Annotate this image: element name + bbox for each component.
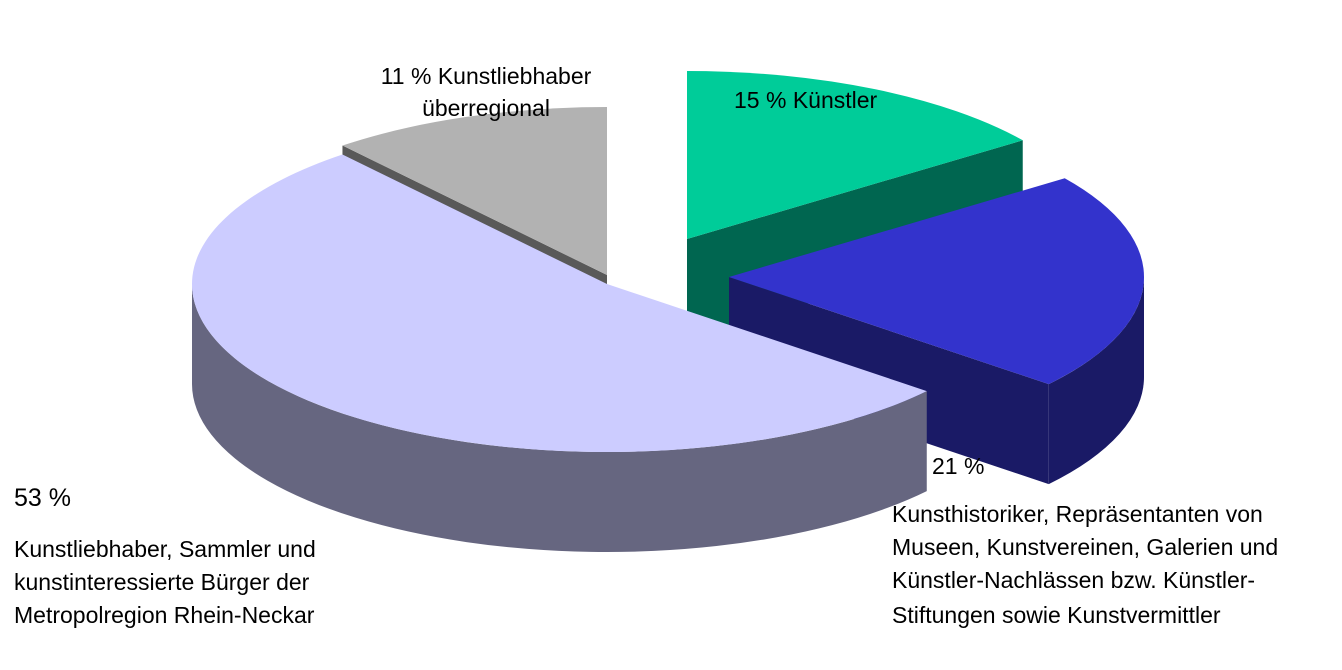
value-label: 53 % [14,484,71,512]
label-kuenstler: 15 % Künstler [734,84,877,116]
slice-top-face [687,71,1023,239]
value-label: 21 % [932,453,985,479]
slice-label-line: Kunstliebhaber [437,63,592,89]
label-kunsthistoriker: Kunsthistoriker, Repräsentanten von Muse… [892,498,1278,632]
label-kunstliebhaber-sammler: Kunstliebhaber, Sammler und kunstinteres… [14,533,316,632]
slice-label: Künstler [792,87,878,113]
slice-top-face [729,178,1144,385]
slice-label-line: Museen, Kunstvereinen, Galerien und [892,534,1279,560]
value-label: 15 % [734,87,787,113]
slice-label-line: Künstler-Nachlässen bzw. Künstler- [892,567,1256,593]
value-label: 11 % [380,63,432,89]
slice-label-line: Metropolregion Rhein-Neckar [14,602,315,628]
label-kunstliebhaber-ueberregional: 11 % Kunstliebhaber überregional [366,60,606,124]
slice-label-line: Stiftungen sowie Kunstvermittler [892,602,1221,628]
slice-outer-face [1048,277,1144,485]
pie-slice-kunstliebhaber-sammler [191,154,927,552]
slice-top-face [342,107,607,275]
label-53: 53 % [14,482,71,514]
label-21: 21 % [932,450,984,482]
slice-label-line: Kunsthistoriker, Repräsentanten von [892,501,1263,527]
slice-label-line: Kunstliebhaber, Sammler und [14,536,316,562]
slice-top-face [191,154,927,453]
slice-label-line: überregional [422,95,550,121]
slice-label-line: kunstinteressierte Bürger der [14,569,310,595]
slice-outer-face [191,284,927,552]
